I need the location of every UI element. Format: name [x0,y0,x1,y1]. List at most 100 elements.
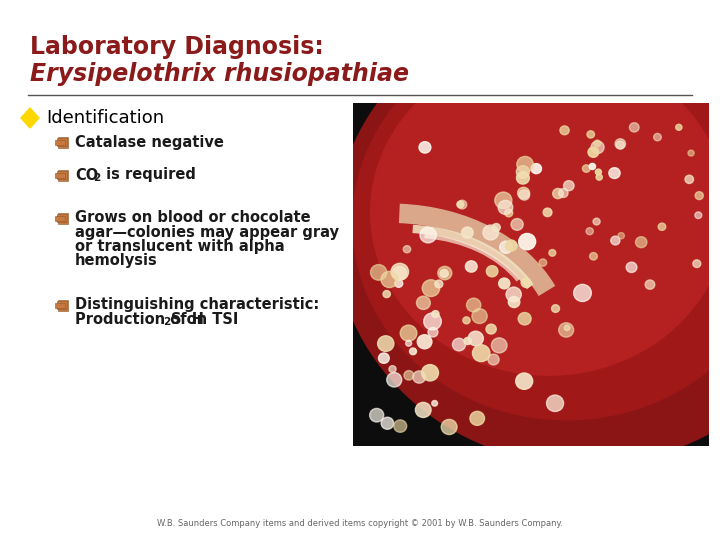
Circle shape [654,133,662,141]
Circle shape [588,147,599,157]
Circle shape [587,131,595,138]
Text: hemolysis: hemolysis [75,253,158,267]
Circle shape [472,345,490,362]
Circle shape [593,218,600,225]
Circle shape [441,420,457,435]
Circle shape [400,325,417,341]
Text: Production of H: Production of H [75,312,204,327]
Circle shape [389,366,396,373]
Circle shape [560,126,569,135]
Polygon shape [353,103,709,446]
Circle shape [586,228,593,235]
Circle shape [432,401,438,406]
Circle shape [465,261,477,272]
Circle shape [432,310,439,318]
FancyBboxPatch shape [56,138,66,146]
FancyBboxPatch shape [55,215,65,220]
Circle shape [693,260,701,267]
Circle shape [616,141,624,149]
Circle shape [591,141,604,153]
Circle shape [658,223,666,231]
Text: is required: is required [101,167,196,183]
Text: Distinguishing characteristic:: Distinguishing characteristic: [75,298,319,313]
Circle shape [472,309,487,323]
Circle shape [531,164,541,174]
Circle shape [418,335,432,349]
Circle shape [590,253,598,260]
Circle shape [495,192,512,208]
Circle shape [645,280,654,289]
Ellipse shape [335,2,720,464]
Text: 2: 2 [93,173,100,183]
Circle shape [440,269,449,278]
Circle shape [467,298,481,312]
Circle shape [596,174,603,180]
Circle shape [468,331,483,346]
Circle shape [517,157,534,172]
Circle shape [491,338,507,353]
Circle shape [516,166,529,178]
Circle shape [695,192,703,200]
Text: agar—colonies may appear gray: agar—colonies may appear gray [75,225,339,240]
Circle shape [518,233,536,250]
Circle shape [516,172,529,184]
Circle shape [505,209,513,217]
Circle shape [553,188,563,199]
Text: Erysipelothrix rhusiopathiae: Erysipelothrix rhusiopathiae [30,62,409,86]
Circle shape [564,325,570,330]
FancyBboxPatch shape [58,300,68,310]
FancyBboxPatch shape [58,170,68,180]
Polygon shape [21,108,39,128]
Circle shape [609,167,620,179]
FancyBboxPatch shape [58,213,68,224]
Circle shape [595,169,601,175]
Circle shape [405,340,412,346]
Circle shape [403,246,410,253]
Circle shape [559,323,574,337]
Circle shape [392,266,407,280]
Circle shape [488,354,499,365]
Text: Laboratory Diagnosis:: Laboratory Diagnosis: [30,35,324,59]
Circle shape [695,212,702,219]
Circle shape [404,370,414,380]
FancyBboxPatch shape [56,171,66,179]
Circle shape [486,324,496,334]
Circle shape [505,240,517,251]
Circle shape [582,165,590,172]
Circle shape [499,278,510,289]
Circle shape [395,280,402,287]
Text: Identification: Identification [46,109,164,127]
Circle shape [383,291,390,298]
Circle shape [381,271,398,288]
Circle shape [564,181,574,191]
Circle shape [559,188,568,198]
Circle shape [615,139,626,149]
Circle shape [438,266,452,280]
Circle shape [410,348,416,355]
Circle shape [511,219,523,230]
Circle shape [419,141,431,153]
Circle shape [521,278,531,287]
Circle shape [369,408,384,422]
Circle shape [415,402,431,417]
Circle shape [539,259,546,266]
Circle shape [500,241,513,253]
Circle shape [498,200,513,214]
Circle shape [516,373,533,389]
Ellipse shape [371,50,720,375]
Circle shape [688,150,694,156]
Circle shape [422,280,440,296]
Text: or translucent with alpha: or translucent with alpha [75,239,284,253]
Circle shape [519,190,530,200]
FancyBboxPatch shape [55,139,65,145]
Circle shape [463,317,470,324]
Circle shape [457,201,464,208]
Circle shape [435,280,443,288]
Circle shape [428,327,438,337]
Circle shape [629,123,639,132]
Text: Grows on blood or chocolate: Grows on blood or chocolate [75,211,310,226]
Circle shape [371,265,387,280]
Circle shape [462,227,473,238]
Circle shape [420,227,436,243]
Circle shape [675,124,682,130]
